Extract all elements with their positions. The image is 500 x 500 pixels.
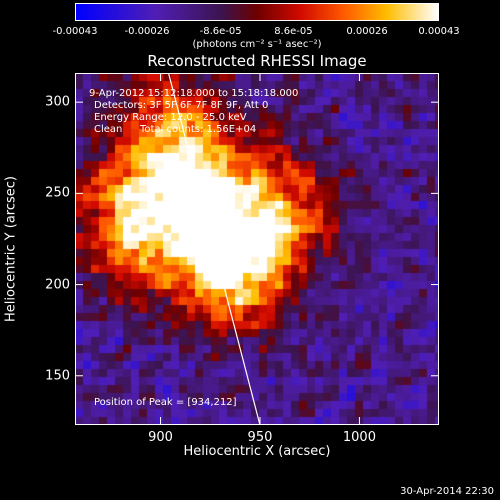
colorbar-tick: 0.00026 (346, 26, 388, 37)
energy-range: Energy Range: 12.0 - 25.0 keV (94, 112, 247, 123)
x-ticks (160, 73, 360, 425)
chart-title: Reconstructed RHESSI Image (147, 52, 367, 70)
colorbar-unit: (photons cm⁻² s⁻¹ asec⁻²) (192, 39, 322, 50)
x-tick-label: 900 (148, 430, 173, 445)
y-axis-label: Heliocentric Y (arcsec) (3, 176, 19, 322)
colorbar-tick: -0.00043 (52, 26, 98, 37)
y-ticks (75, 101, 439, 377)
x-tick-label: 1000 (342, 430, 376, 445)
y-tick-label: 150 (45, 368, 70, 384)
colorbar-tick: -0.00026 (124, 26, 170, 37)
total-counts: Total counts: 1.56E+04 (140, 124, 257, 135)
method: Clean (94, 124, 123, 135)
y-tick-label: 300 (45, 94, 70, 110)
colorbar-tick: 8.6e-05 (274, 26, 313, 37)
y-tick-label: 250 (45, 185, 70, 201)
colorbar (75, 3, 439, 21)
plot-frame (75, 73, 439, 425)
x-axis-label: Heliocentric X (arcsec) (183, 444, 331, 459)
peak-position: Position of Peak = [934,212] (94, 397, 237, 408)
colorbar-tick: -8.6e-05 (199, 26, 242, 37)
limb-line (167, 73, 261, 425)
colorbar-tick: 0.00043 (418, 26, 460, 37)
plot-axes (75, 73, 439, 425)
heatmap-image (75, 73, 439, 425)
detectors: Detectors: 3F 5F 6F 7F 8F 9F, Att 0 (94, 100, 269, 111)
x-tick-label: 950 (247, 430, 273, 445)
plot-area: 9-Apr-2012 15:12:18.000 to 15:18:18.000 … (75, 73, 439, 425)
timestamp: 30-Apr-2014 22:30 (400, 486, 494, 497)
time-range: 9-Apr-2012 15:12:18.000 to 15:18:18.000 (89, 88, 299, 99)
y-tick-label: 200 (45, 277, 70, 293)
